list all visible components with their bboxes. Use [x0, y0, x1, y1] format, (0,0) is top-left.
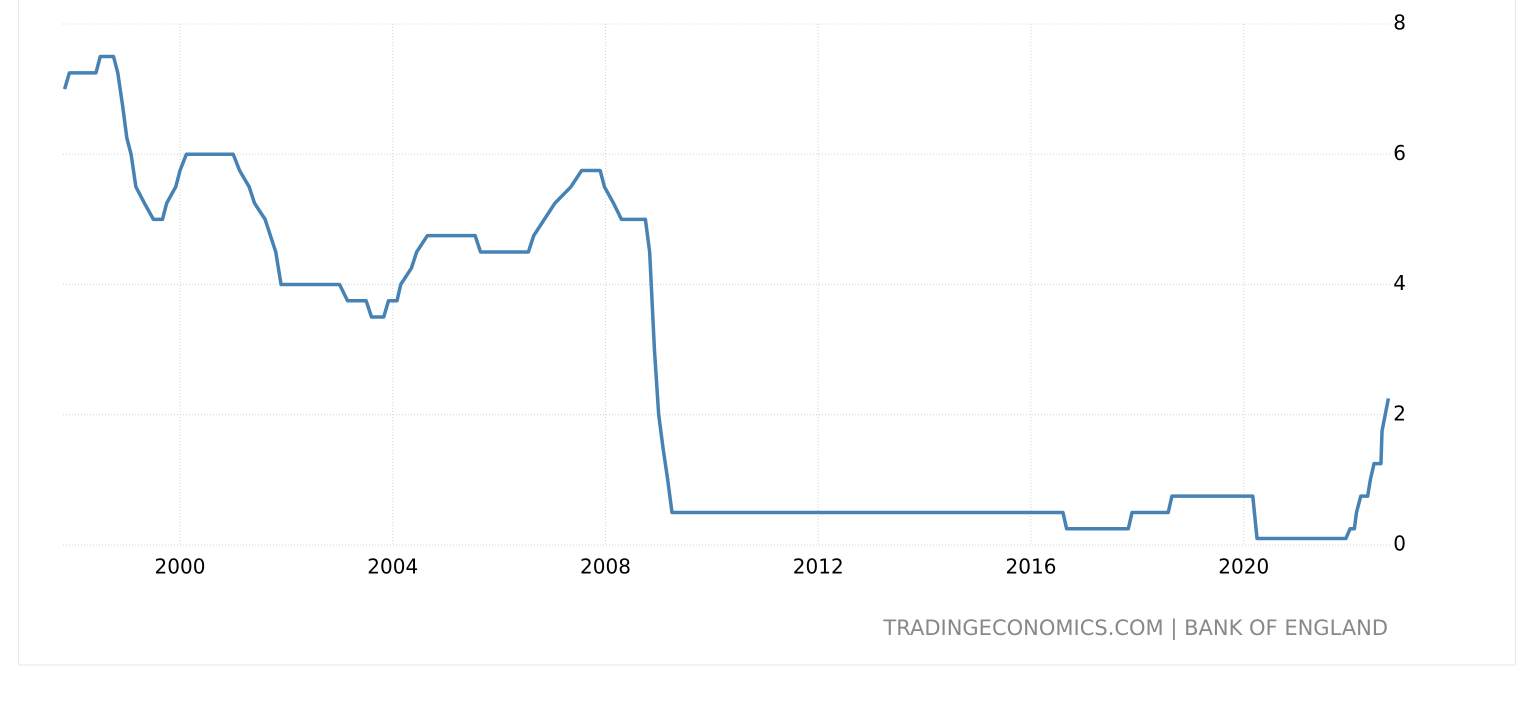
data-line [62, 54, 1391, 541]
x-tick-label: 2008 [580, 555, 631, 579]
x-tick-label: 2000 [155, 555, 206, 579]
y-tick-label: 2 [1393, 401, 1406, 425]
source: TRADINGECONOMICS.COM | BANK OF ENGLAND [882, 616, 1388, 641]
x-tick-label: 2020 [1218, 555, 1269, 579]
x-tick-label: 2016 [1006, 555, 1057, 579]
y-tick-label: 0 [1393, 532, 1406, 556]
y-tick-label: 8 [1393, 11, 1406, 35]
x-tick-label: 2012 [793, 555, 844, 579]
y-tick-label: 6 [1393, 141, 1406, 165]
chart-frame [18, 0, 1516, 666]
y-tick-label: 4 [1393, 271, 1406, 295]
x-tick-label: 2004 [367, 555, 418, 579]
